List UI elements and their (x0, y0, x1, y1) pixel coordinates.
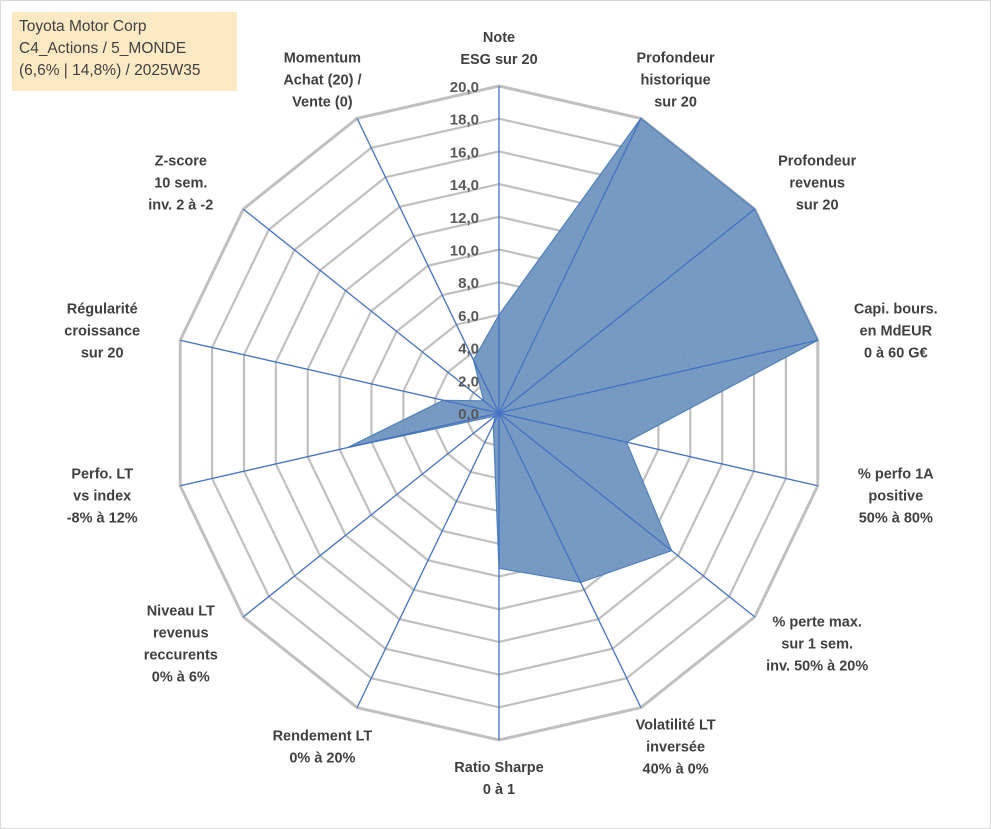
axis-label-line: historique (641, 73, 711, 89)
axis-label: Z-score 10 sem. inv. 2 à -2 (148, 153, 213, 213)
axis-spoke (180, 339, 500, 414)
info-stats: (6,6% | 14,8%) / 2025W35 (19, 62, 201, 79)
axis-spoke (498, 118, 642, 414)
axis-label-line: 50% à 80% (859, 510, 933, 526)
axis-label-line: en MdEUR (860, 324, 933, 340)
axis-label-line: Perfo. LT (71, 466, 133, 482)
axis-label-line: revenus (153, 626, 209, 642)
axis-label: Capi. bours. en MdEUR 0 à 60 G€ (854, 302, 938, 362)
axis-label-line: sur 1 sem. (781, 637, 853, 653)
axis-label-line: inversée (646, 739, 705, 755)
axis-label: Momentum Achat (20) / Vente (0) (283, 51, 361, 111)
axis-label-line: 40% à 0% (643, 761, 709, 777)
axis-label: Profondeur revenus sur 20 (778, 153, 856, 213)
axis-label-line: 0 à 1 (483, 782, 515, 798)
axis-spoke (242, 208, 500, 414)
axis-label: Volatilité LT inversée 40% à 0% (636, 717, 716, 777)
axis-spoke (498, 412, 756, 618)
axis-label-line: 0 à 60 G€ (864, 346, 928, 362)
axis-spoke (498, 412, 818, 487)
tick-label: 20,0 (450, 79, 479, 96)
info-category: C4_Actions / 5_MONDE (19, 40, 187, 57)
axis-label-line: Ratio Sharpe (454, 760, 543, 776)
axis-label: Note ESG sur 20 (460, 30, 537, 68)
tick-label: 6,0 (458, 308, 479, 325)
axis-label-line: Régularité (67, 302, 138, 318)
axis-label: Régularité croissance sur 20 (64, 302, 140, 362)
axis-label-line: reccurents (144, 648, 218, 664)
tick-label: 2,0 (458, 373, 479, 390)
axis-spoke (356, 118, 500, 414)
axis-label: Rendement LT 0% à 20% (273, 728, 373, 766)
axis-label-line: % perte max. (772, 615, 861, 631)
axis-label-line: inv. 50% à 20% (766, 659, 868, 675)
tick-label: 8,0 (458, 275, 479, 292)
axis-label-line: Vente (0) (292, 95, 353, 111)
info-box: Toyota Motor Corp C4_Actions / 5_MONDE (… (12, 12, 237, 91)
tick-label: 4,0 (458, 341, 479, 358)
tick-labels: 0,0 2,0 4,0 6,0 8,0 10,0 12,0 14,0 16,0 18,0 20,0 (450, 79, 479, 423)
axis-label-line: Capi. bours. (854, 302, 938, 318)
axis-label-line: Profondeur (778, 153, 856, 169)
axis-label: % perfo 1A positive 50% à 80% (858, 466, 934, 526)
axis-spoke (180, 412, 500, 487)
tick-label: 12,0 (450, 210, 479, 227)
axis-label-line: Z-score (155, 153, 207, 169)
axis-label-line: 0% à 20% (289, 750, 355, 766)
axis-label-line: Note (483, 30, 515, 46)
axis-label-line: sur 20 (81, 346, 124, 362)
axis-label: Ratio Sharpe 0 à 1 (454, 760, 543, 798)
tick-label: 16,0 (450, 144, 479, 161)
axis-label-line: -8% à 12% (67, 510, 138, 526)
axis-label-line: Rendement LT (273, 728, 373, 744)
axis-label-line: Achat (20) / (283, 73, 361, 89)
axis-label-line: inv. 2 à -2 (148, 197, 213, 213)
axis-label-line: 10 sem. (154, 175, 207, 191)
tick-label: 0,0 (458, 406, 479, 423)
axis-label-line: Profondeur (637, 51, 715, 67)
tick-label: 10,0 (450, 243, 479, 260)
axis-label: Perfo. LT vs index -8% à 12% (67, 466, 138, 526)
tick-label: 18,0 (450, 112, 479, 129)
axis-spoke (498, 339, 818, 414)
axis-spoke (356, 412, 500, 708)
axis-label: Niveau LT revenus reccurents 0% à 6% (144, 604, 218, 686)
axis-label-line: ESG sur 20 (460, 52, 537, 68)
axis-spoke (498, 208, 756, 414)
axis-label-line: croissance (64, 324, 140, 340)
axis-label-line: sur 20 (654, 95, 697, 111)
axis-label-line: sur 20 (796, 197, 839, 213)
axis-label-line: positive (868, 488, 923, 504)
axis-label-line: % perfo 1A (858, 466, 934, 482)
axis-labels: Note ESG sur 20 Profondeur historique sur 20… (64, 30, 937, 798)
axis-label-line: Volatilité LT (636, 717, 716, 733)
axis-label-line: revenus (789, 175, 845, 191)
axis-label: Profondeur historique sur 20 (637, 51, 715, 111)
axis-spoke (498, 412, 642, 708)
axis-label: % perte max. sur 1 sem. inv. 50% à 20% (766, 615, 868, 675)
info-title: Toyota Motor Corp (19, 18, 147, 35)
axis-label-line: Momentum (284, 51, 361, 67)
tick-label: 14,0 (450, 177, 479, 194)
axis-spokes (180, 86, 818, 740)
axis-label-line: vs index (73, 488, 131, 504)
axis-label-line: Niveau LT (147, 604, 215, 620)
axis-spoke (242, 412, 500, 618)
axis-label-line: 0% à 6% (152, 670, 210, 686)
